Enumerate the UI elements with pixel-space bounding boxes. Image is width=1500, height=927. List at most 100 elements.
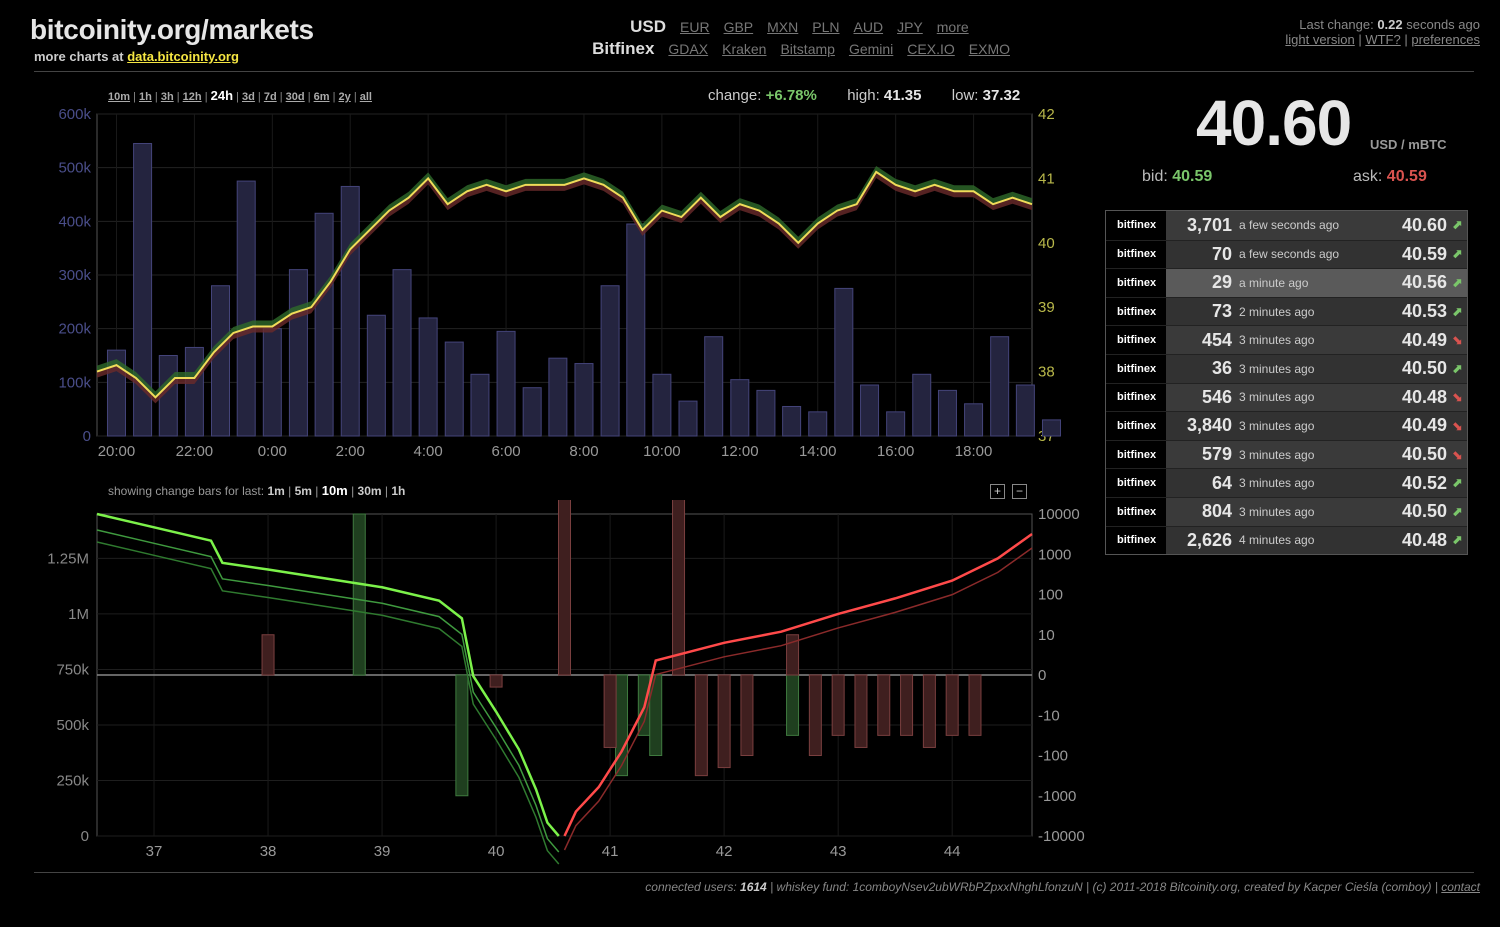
range-3h[interactable]: 3h bbox=[160, 91, 174, 103]
trade-details: 70 a few seconds ago 40.59 ⬈ bbox=[1166, 240, 1467, 269]
y-left-tick: 400k bbox=[58, 213, 91, 230]
market-selector: USD EUR GBP MXN PLN AUD JPY more Bitfinex GDAX… bbox=[570, 17, 1010, 59]
contact-link[interactable]: contact bbox=[1441, 880, 1480, 894]
trade-details: 804 3 minutes ago 40.50 ⬈ bbox=[1166, 497, 1467, 526]
trade-time: a few seconds ago bbox=[1239, 218, 1340, 233]
trade-row: bitfinex 2,626 4 minutes ago 40.48 ⬈ bbox=[1106, 525, 1467, 555]
range-all[interactable]: all bbox=[359, 91, 372, 103]
exchange-link-gemini[interactable]: Gemini bbox=[848, 41, 894, 57]
y-right-tick: 40 bbox=[1038, 235, 1055, 252]
volume-bar bbox=[574, 363, 594, 437]
range-1h[interactable]: 1h bbox=[139, 91, 152, 103]
volume-bar bbox=[418, 317, 438, 437]
currency-link-gbp[interactable]: GBP bbox=[723, 19, 754, 35]
change-bar-1h[interactable]: 1h bbox=[391, 484, 406, 498]
light-version-link[interactable]: light version bbox=[1285, 32, 1355, 47]
y-left-tick: 1.25M bbox=[47, 550, 89, 567]
currency-active: USD bbox=[630, 17, 666, 36]
ask-depth-line bbox=[563, 532, 1033, 837]
trade-price: 40.48 bbox=[1401, 386, 1447, 407]
trade-amount: 546 bbox=[1201, 386, 1232, 407]
change-bar-10m[interactable]: 10m bbox=[321, 483, 348, 498]
volume-bar bbox=[678, 400, 698, 437]
x-tick: 43 bbox=[830, 843, 847, 860]
range-separator: | bbox=[350, 91, 360, 103]
trade-exchange: bitfinex bbox=[1106, 412, 1166, 440]
range-6m[interactable]: 6m bbox=[313, 91, 330, 103]
y-right-tick: 100 bbox=[1038, 587, 1063, 604]
trade-details: 64 3 minutes ago 40.52 ⬈ bbox=[1166, 469, 1467, 497]
change-bar-separator: | bbox=[311, 484, 322, 498]
change-bar-30m[interactable]: 30m bbox=[357, 484, 382, 498]
range-30d[interactable]: 30d bbox=[285, 91, 305, 103]
exchange-link-bitstamp[interactable]: Bitstamp bbox=[780, 41, 835, 57]
trade-exchange: bitfinex bbox=[1106, 269, 1166, 297]
exchange-link-kraken[interactable]: Kraken bbox=[722, 41, 767, 57]
currency-link-jpy[interactable]: JPY bbox=[897, 19, 923, 35]
wtf-link[interactable]: WTF? bbox=[1365, 32, 1401, 47]
trade-exchange: bitfinex bbox=[1106, 526, 1166, 555]
ask-depth-secondary-line bbox=[563, 547, 1033, 851]
currency-link-aud[interactable]: AUD bbox=[853, 19, 884, 35]
currency-link-more[interactable]: more bbox=[936, 19, 969, 35]
range-separator: | bbox=[329, 91, 339, 103]
change-bar-5m[interactable]: 5m bbox=[294, 484, 312, 498]
currency-link-eur[interactable]: EUR bbox=[680, 19, 710, 35]
data-bitcoinity-link[interactable]: data.bitcoinity.org bbox=[127, 49, 239, 64]
range-12h[interactable]: 12h bbox=[182, 91, 202, 103]
range-7d[interactable]: 7d bbox=[263, 91, 277, 103]
trade-price: 40.59 bbox=[1401, 243, 1447, 264]
exchange-link-exmo[interactable]: EXMO bbox=[968, 41, 1010, 57]
volume-bar bbox=[288, 269, 308, 437]
change-bar-sell bbox=[489, 674, 503, 688]
zoom-in-button[interactable]: + bbox=[990, 484, 1005, 499]
volume-bar bbox=[1041, 419, 1061, 437]
zoom-out-button[interactable]: − bbox=[1012, 484, 1027, 499]
change-bar-buy bbox=[352, 513, 366, 676]
price-volume-chart[interactable]: 0100k200k300k400k500k600k37383940414220:… bbox=[40, 100, 1090, 470]
trade-time: a minute ago bbox=[1239, 275, 1309, 290]
y-left-tick: 500k bbox=[56, 717, 89, 734]
change-bar-1m[interactable]: 1m bbox=[267, 484, 285, 498]
exchange-link-gdax[interactable]: GDAX bbox=[668, 41, 709, 57]
range-separator: | bbox=[304, 91, 314, 103]
x-tick: 4:00 bbox=[414, 443, 443, 460]
change-bar-separator: | bbox=[347, 484, 358, 498]
x-tick: 2:00 bbox=[336, 443, 365, 460]
ask-band bbox=[97, 165, 1032, 398]
range-10m[interactable]: 10m bbox=[108, 91, 131, 103]
site-title[interactable]: bitcoinity.org/markets bbox=[30, 14, 314, 45]
trade-amount: 73 bbox=[1211, 301, 1232, 322]
volume-bar bbox=[886, 411, 906, 437]
range-3d[interactable]: 3d bbox=[242, 91, 255, 103]
x-tick: 41 bbox=[602, 843, 619, 860]
trade-row: bitfinex 804 3 minutes ago 40.50 ⬈ bbox=[1106, 496, 1467, 526]
trade-details: 579 3 minutes ago 40.50 ⬊ bbox=[1166, 440, 1467, 469]
volume-bar bbox=[860, 384, 880, 437]
range-2y[interactable]: 2y bbox=[338, 91, 351, 103]
arrow-up-icon: ⬈ bbox=[1451, 303, 1463, 319]
y-right-tick: 39 bbox=[1038, 299, 1055, 316]
currency-link-mxn[interactable]: MXN bbox=[767, 19, 799, 35]
range-24h[interactable]: 24h bbox=[210, 88, 234, 103]
currency-link-pln[interactable]: PLN bbox=[812, 19, 840, 35]
y-right-tick: -10000 bbox=[1038, 828, 1085, 845]
x-tick: 10:00 bbox=[643, 443, 681, 460]
preferences-link[interactable]: preferences bbox=[1411, 32, 1480, 47]
bid-depth-shadow-line bbox=[96, 541, 560, 865]
trade-time: 3 minutes ago bbox=[1239, 418, 1315, 433]
y-right-tick: -1000 bbox=[1038, 788, 1076, 805]
change-bar-separator: | bbox=[284, 484, 295, 498]
exchange-link-cex-io[interactable]: CEX.IO bbox=[907, 41, 955, 57]
trade-details: 29 a minute ago 40.56 ⬈ bbox=[1166, 269, 1467, 297]
y-left-tick: 0 bbox=[81, 828, 89, 845]
arrow-up-icon: ⬈ bbox=[1451, 503, 1463, 519]
high-label: high: bbox=[847, 87, 880, 104]
trade-price: 40.60 bbox=[1401, 214, 1447, 235]
x-tick: 0:00 bbox=[258, 443, 287, 460]
order-book-depth-chart[interactable]: 0250k500k750k1M1.25M-10000-1000-100-1001… bbox=[40, 500, 1090, 870]
x-tick: 8:00 bbox=[569, 443, 598, 460]
exchange-selector: Bitfinex GDAX Kraken Bitstamp Gemini CEX.IO E… bbox=[570, 39, 1010, 59]
volume-bar bbox=[444, 341, 464, 437]
volume-bar bbox=[392, 269, 412, 437]
